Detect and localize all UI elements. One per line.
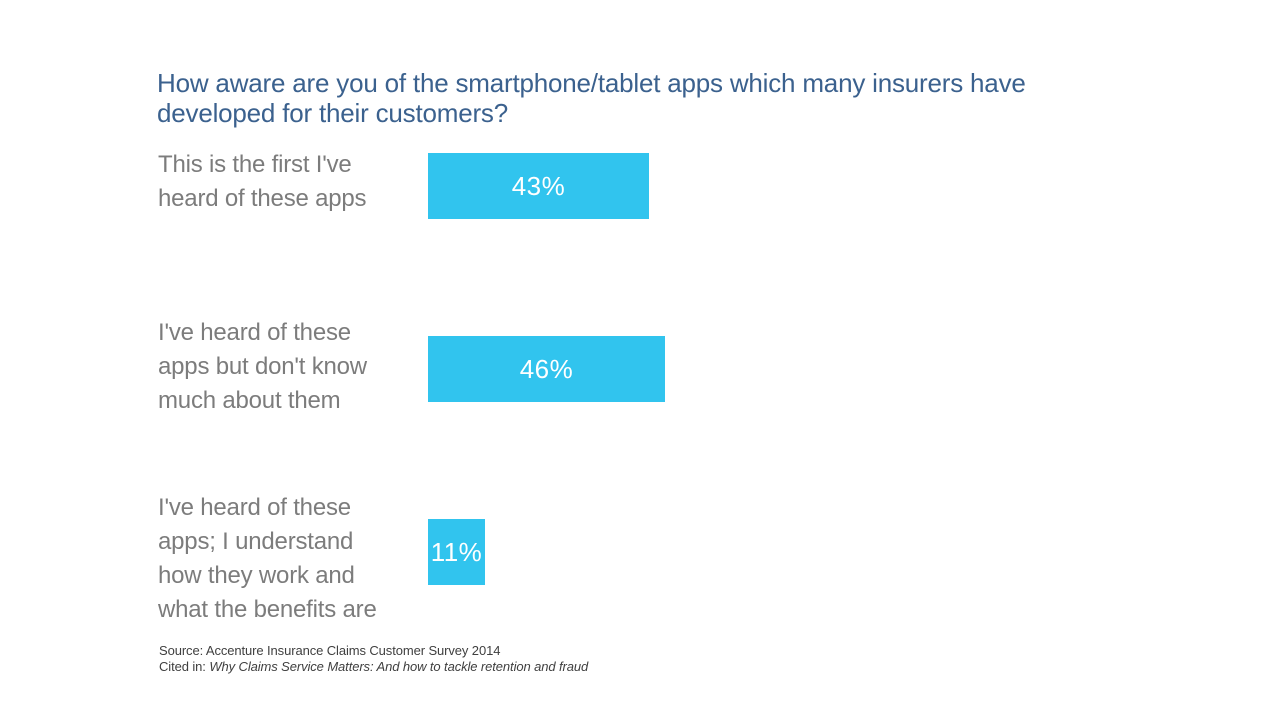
cited-line: Cited in: Why Claims Service Matters: An… (159, 659, 588, 675)
category-label-understand: I've heard of these apps; I understand h… (158, 494, 377, 623)
bar-understand: 11% (428, 519, 485, 585)
bar-value-label: 11% (430, 536, 483, 567)
bar-first-heard: 43% (428, 153, 649, 219)
bar-heard-not-much: 46% (428, 336, 665, 402)
cited-title: Why Claims Service Matters: And how to t… (209, 659, 589, 674)
bar-value-label: 43% (511, 170, 566, 201)
source-line: Source: Accenture Insurance Claims Custo… (159, 643, 501, 658)
category-label-heard-not-much: I've heard of these apps but don't know … (158, 319, 367, 414)
chart-title: How aware are you of the smartphone/tabl… (157, 68, 1026, 128)
cited-prefix: Cited in: (159, 659, 210, 674)
source-note: Source: Accenture Insurance Claims Custo… (159, 643, 588, 675)
bar-value-label: 46% (519, 353, 574, 384)
category-label-first-heard: This is the first I've heard of these ap… (158, 151, 367, 212)
